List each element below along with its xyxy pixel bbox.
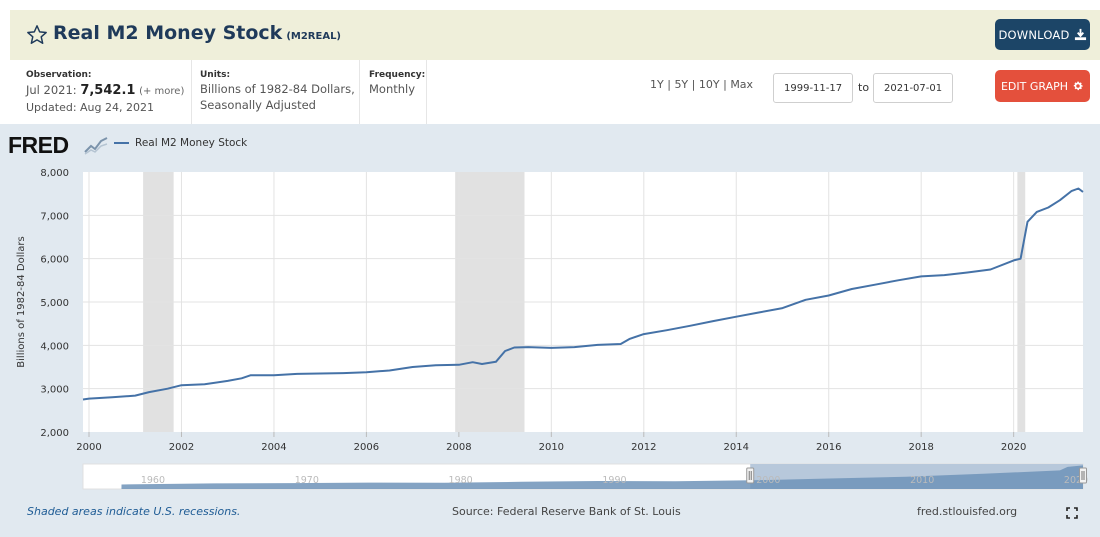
fred-logo: FRED	[8, 132, 69, 158]
legend-line-swatch	[114, 142, 129, 144]
x-tick-label: 2020	[1001, 442, 1026, 453]
meta-divider	[426, 60, 427, 124]
navigator-tick-label: 1970	[295, 475, 319, 486]
observation-line: Jul 2021: 7,542.1 (+ more)	[26, 82, 184, 100]
chart-legend: Real M2 Money Stock	[114, 137, 247, 149]
download-label: DOWNLOAD	[998, 27, 1070, 42]
units-line-2: Seasonally Adjusted	[200, 98, 316, 112]
navigator-series	[121, 465, 1083, 489]
gear-icon	[1073, 81, 1083, 91]
units-block: Units: Billions of 1982-84 Dollars, Seas…	[200, 70, 355, 113]
x-tick-label: 2008	[446, 442, 471, 453]
range-separator: |	[723, 78, 727, 91]
edit-graph-button[interactable]: EDIT GRAPH	[995, 70, 1090, 102]
units-line-1: Billions of 1982-84 Dollars,	[200, 82, 355, 96]
observation-block: Observation: Jul 2021: 7,542.1 (+ more) …	[26, 70, 184, 116]
to-label: to	[858, 81, 870, 94]
x-tick-label: 2004	[261, 442, 286, 453]
range-1y[interactable]: 1Y	[650, 78, 664, 91]
range-10y[interactable]: 10Y	[698, 78, 720, 91]
fred-chart-icon	[84, 135, 108, 155]
range-links: 1Y | 5Y | 10Y | Max	[650, 78, 753, 91]
navigator-tick-label: 1990	[602, 475, 626, 486]
x-tick-label: 2000	[76, 442, 101, 453]
legend-label: Real M2 Money Stock	[135, 137, 248, 149]
x-tick-label: 2010	[539, 442, 564, 453]
y-tick-label: 6,000	[40, 255, 69, 266]
y-tick-label: 4,000	[40, 341, 69, 352]
y-tick-label: 3,000	[40, 385, 69, 396]
navigator-tick-label: 1980	[449, 475, 473, 486]
meta-divider	[359, 60, 360, 124]
source-text: Source: Federal Reserve Bank of St. Loui…	[452, 505, 681, 518]
title-bar: Real M2 Money Stock (M2REAL) DOWNLOAD	[10, 10, 1100, 60]
navigator-tick-label: 2020	[1064, 475, 1088, 486]
x-tick-label: 2016	[816, 442, 841, 453]
start-date-input[interactable]: 1999-11-17	[773, 73, 853, 103]
y-tick-label: 5,000	[40, 298, 69, 309]
navigator-handle[interactable]	[746, 467, 755, 484]
line-chart[interactable]: 2,000 3,000 4,000 5,000 6,000 7,000 8,000 2000 2…	[0, 124, 1100, 494]
navigator-tick-label: 1960	[141, 475, 165, 486]
download-button[interactable]: DOWNLOAD	[995, 19, 1090, 50]
x-tick-label: 2018	[908, 442, 933, 453]
y-axis-label: Billions of 1982-84 Dollars	[16, 236, 27, 367]
series-line	[82, 187, 1084, 401]
series-id: (M2REAL)	[286, 31, 342, 42]
range-5y[interactable]: 5Y	[674, 78, 689, 91]
site-link[interactable]: fred.stlouisfed.org	[917, 505, 1018, 518]
units-label: Units:	[200, 70, 231, 80]
y-tick-label: 7,000	[40, 211, 69, 222]
range-max[interactable]: Max	[730, 78, 754, 91]
series-meta: Observation: Jul 2021: 7,542.1 (+ more) …	[10, 60, 1100, 124]
meta-divider	[191, 60, 192, 124]
y-tick-label: 2,000	[40, 428, 69, 439]
x-tick-label: 2012	[631, 442, 656, 453]
observation-value: 7,542.1	[80, 83, 136, 98]
series-title-text: Real M2 Money Stock	[53, 22, 283, 44]
range-separator: |	[667, 78, 671, 91]
range-separator: |	[691, 78, 696, 91]
observation-label: Observation:	[26, 70, 92, 80]
updated-date: Updated: Aug 24, 2021	[26, 101, 154, 114]
frequency-label: Frequency:	[369, 70, 426, 80]
fullscreen-icon[interactable]	[1066, 507, 1078, 519]
chart-panel: FRED Real M2 Money Stock 2,000 3,000 4,000…	[0, 124, 1100, 537]
x-tick-label: 2002	[169, 442, 194, 453]
frequency-block: Frequency: Monthly	[369, 70, 425, 97]
frequency-value: Monthly	[369, 82, 416, 96]
edit-graph-label: EDIT GRAPH	[1000, 79, 1069, 93]
page-title: Real M2 Money Stock (M2REAL)	[53, 22, 341, 44]
download-icon	[1074, 28, 1086, 41]
navigator-handle[interactable]	[1079, 467, 1087, 484]
y-tick-label: 8,000	[40, 168, 69, 179]
end-date-input[interactable]: 2021-07-01	[873, 73, 953, 103]
x-tick-label: 2014	[724, 442, 749, 453]
recession-note: Shaded areas indicate U.S. recessions.	[27, 505, 241, 518]
navigator-tick-label: 2010	[910, 475, 934, 486]
navigator-tick-label: 2000	[756, 475, 780, 486]
star-icon[interactable]	[26, 24, 48, 46]
x-tick-label: 2006	[354, 442, 379, 453]
observation-date: Jul 2021:	[26, 83, 77, 97]
more-observations-link[interactable]: (+ more)	[139, 86, 185, 97]
